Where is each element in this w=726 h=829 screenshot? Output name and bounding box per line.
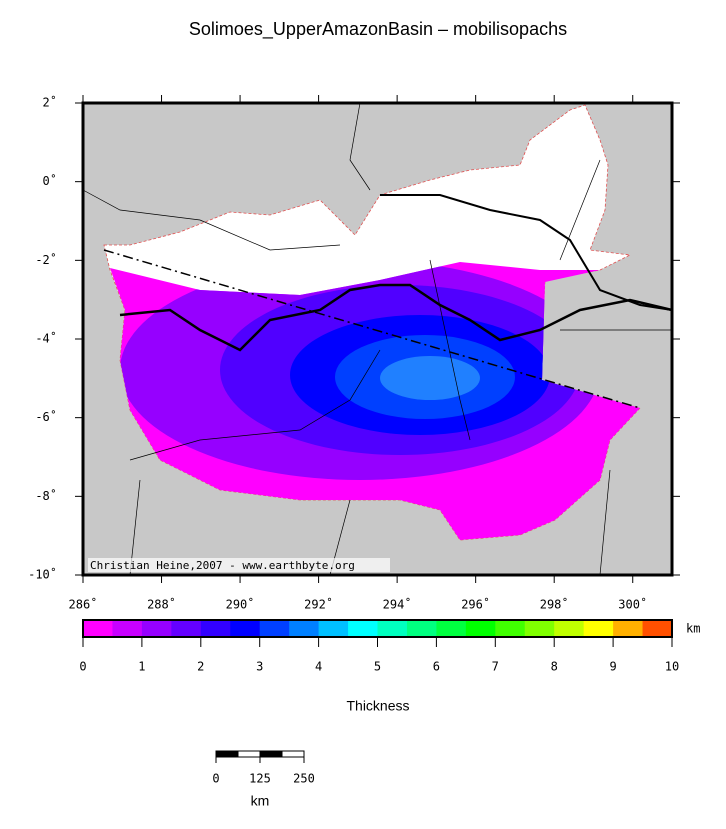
scale-tick-label: 250 <box>293 772 315 786</box>
colorbar-swatch <box>554 620 585 637</box>
map-area: Christian Heine,2007 - www.earthbyte.org <box>81 101 674 577</box>
lon-tick-label: 292˚ <box>304 597 333 612</box>
lat-tick-label: -4˚ <box>35 331 57 346</box>
colorbar-swatch <box>230 620 261 637</box>
colorbar-swatch <box>348 620 378 637</box>
colorbar-tick-label: 1 <box>138 660 145 674</box>
colorbar-swatch <box>524 620 555 637</box>
scale-segment <box>237 750 261 758</box>
colorbar-tick-label: 3 <box>256 660 263 674</box>
colorbar-tick-label: 9 <box>609 660 616 674</box>
colorbar-swatch <box>141 620 172 637</box>
lat-tick-label: 2˚ <box>43 95 57 110</box>
lat-tick-label: 0˚ <box>43 173 57 188</box>
colorbar-unit: km <box>686 622 700 636</box>
scale-tick-label: 125 <box>249 772 271 786</box>
lon-tick-label: 296˚ <box>461 597 490 612</box>
colorbar-swatch <box>112 620 143 637</box>
colorbar-swatch <box>406 620 437 637</box>
colorbar-swatch <box>642 620 673 637</box>
lon-tick-label: 290˚ <box>226 597 255 612</box>
colorbar-tick-label: 8 <box>551 660 558 674</box>
lon-tick-label: 298˚ <box>540 597 569 612</box>
lon-tick-label: 288˚ <box>147 597 176 612</box>
colorbar-tick-label: 7 <box>492 660 499 674</box>
lat-tick-label: -2˚ <box>35 252 57 267</box>
colorbar-tick-label: 10 <box>665 660 679 674</box>
colorbar-swatch <box>259 620 290 637</box>
colorbar-label: Thickness <box>346 698 409 714</box>
scale-segment <box>259 750 283 758</box>
lon-tick-label: 300˚ <box>618 597 647 612</box>
colorbar-swatch <box>465 620 496 637</box>
scale-segment <box>215 750 239 758</box>
colorbar-swatch <box>436 620 467 637</box>
lat-tick-label: -10˚ <box>28 567 57 582</box>
lon-tick-label: 286˚ <box>69 597 98 612</box>
scale-tick-label: 0 <box>212 772 219 786</box>
colorbar-swatch <box>318 620 349 637</box>
scale-unit: km <box>251 793 270 809</box>
colorbar-swatch <box>83 620 113 637</box>
colorbar-tick-label: 5 <box>374 660 381 674</box>
colorbar-swatch <box>200 620 231 637</box>
colorbar-tick-label: 4 <box>315 660 322 674</box>
colorbar-swatch <box>583 620 614 637</box>
colorbar-swatch <box>613 620 644 637</box>
colorbar-tick-label: 0 <box>79 660 86 674</box>
colorbar-swatch <box>495 620 526 637</box>
colorbar-swatch <box>171 620 202 637</box>
colorbar-tick-label: 2 <box>197 660 204 674</box>
scale-segment <box>281 750 305 758</box>
credit: Christian Heine,2007 - www.earthbyte.org <box>90 559 355 572</box>
lon-tick-label: 294˚ <box>383 597 412 612</box>
colorbar-tick-label: 6 <box>433 660 440 674</box>
title: Solimoes_UpperAmazonBasin – mobilisopach… <box>189 19 567 40</box>
colorbar-swatch <box>377 620 408 637</box>
lat-tick-label: -8˚ <box>35 488 57 503</box>
lat-tick-label: -6˚ <box>35 409 57 424</box>
colorbar-swatch <box>289 620 320 637</box>
